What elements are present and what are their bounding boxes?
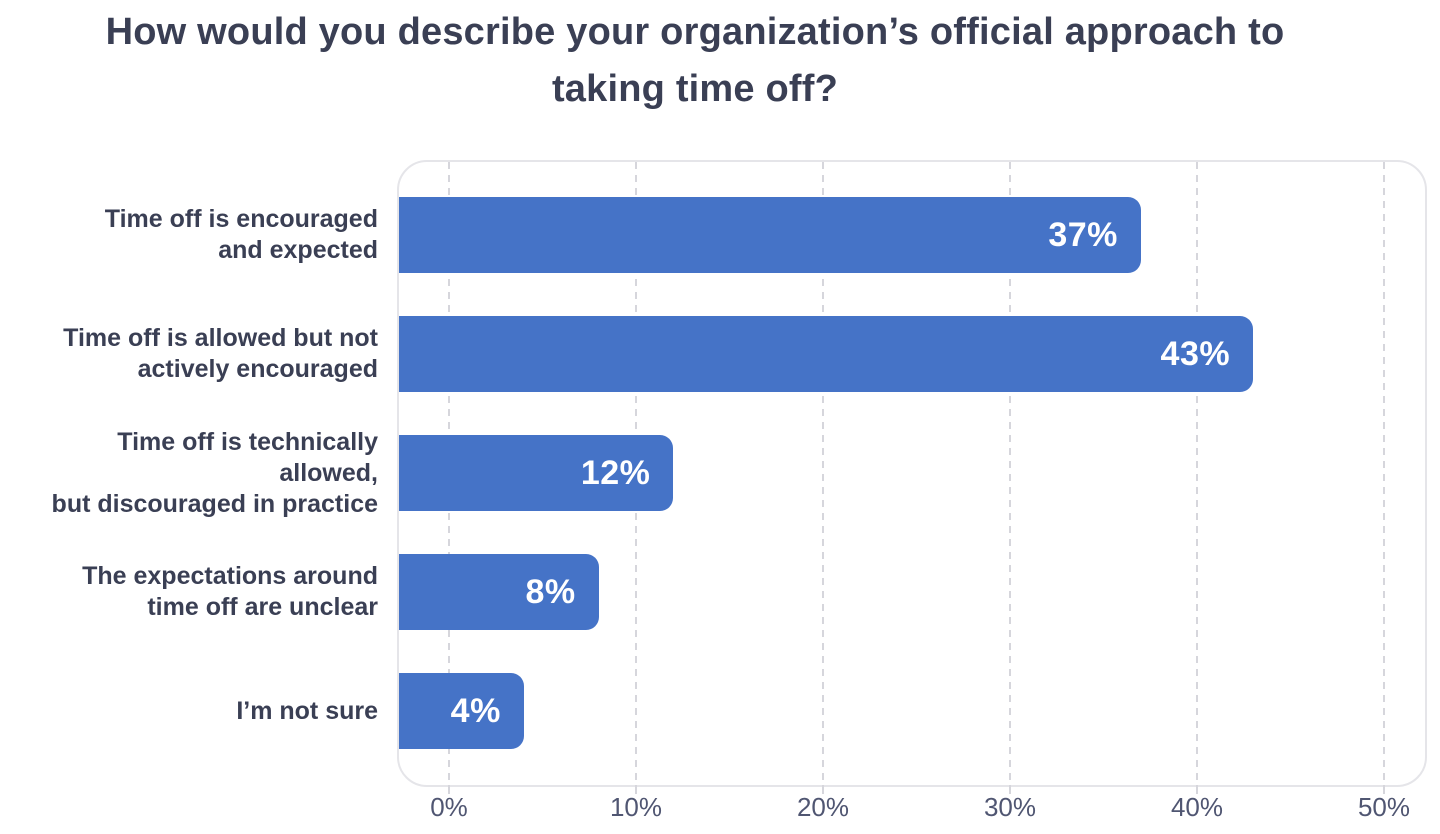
x-axis-tick-label: 0% [430, 792, 468, 822]
x-axis-tick-mark [822, 785, 824, 794]
x-axis-tick-label: 30% [983, 792, 1037, 822]
bar-row-3: 8% [399, 554, 599, 630]
bar-row-1: 43% [399, 316, 1254, 392]
bar-value-label: 37% [1048, 216, 1118, 254]
category-row-4: I’m not sure [20, 673, 378, 749]
category-row-1: Time off is allowed but not actively enco… [20, 316, 378, 392]
category-label: I’m not sure [236, 696, 378, 725]
bar-value-label: 8% [525, 573, 576, 611]
category-row-0: Time off is encouraged and expected [20, 197, 378, 273]
x-axis-tick-mark [448, 785, 450, 794]
chart-title: How would you describe your organization… [105, 11, 1285, 110]
category-labels: Time off is encouraged and expected Time o… [20, 162, 378, 785]
x-axis-tick-label: 20% [796, 792, 850, 822]
x-axis-tick-mark [1009, 785, 1011, 794]
x-axis-tick-label: 50% [1357, 792, 1411, 822]
gridline-40% [1196, 162, 1198, 785]
axis-ticks [399, 785, 1425, 795]
plot-area: 37% 43% 12% 8% 4% [397, 160, 1427, 787]
category-label: The expectations around time off are uncl… [82, 562, 378, 621]
x-axis-tick-label: 40% [1170, 792, 1224, 822]
gridline-30% [1009, 162, 1011, 785]
category-label: Time off is technically allowed, but disc… [51, 427, 378, 518]
x-axis-tick-mark [635, 785, 637, 794]
bar-row-0: 37% [399, 197, 1141, 273]
bar-value-label: 12% [580, 454, 651, 492]
x-axis-tick-label: 10% [609, 792, 663, 822]
x-axis: 0% 10% 20% 30% 40% 50% [399, 792, 1425, 826]
category-row-3: The expectations around time off are uncl… [20, 554, 378, 630]
category-row-2: Time off is technically allowed, but disc… [20, 428, 378, 518]
x-axis-tick-mark [1383, 785, 1385, 794]
gridline-50% [1383, 162, 1385, 785]
bar-row-4: 4% [399, 673, 524, 749]
bar-row-2: 12% [399, 435, 674, 511]
bar-value-label: 4% [450, 692, 501, 730]
category-label: Time off is encouraged and expected [104, 205, 378, 264]
bar-value-label: 43% [1160, 335, 1231, 373]
category-label: Time off is allowed but not actively enco… [63, 324, 378, 383]
gridline-20% [822, 162, 824, 785]
x-axis-tick-mark [1196, 785, 1198, 794]
